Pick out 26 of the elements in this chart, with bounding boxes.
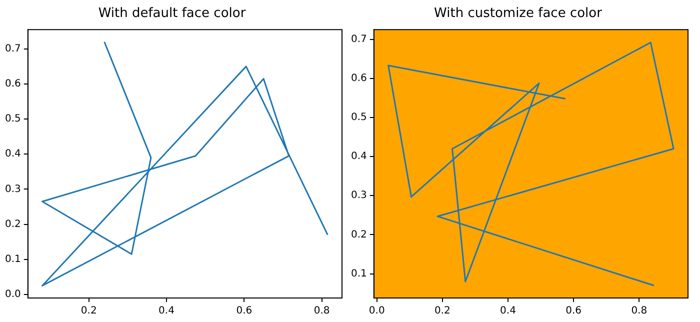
y-tick-label: 0.5: [4, 114, 21, 125]
y-tick-label: 0.7: [4, 43, 21, 54]
y-tick-label: 0.0: [4, 289, 21, 300]
y-tick-label: 0.1: [4, 254, 21, 265]
x-tick-label: 0.2: [434, 306, 450, 317]
x-tick-label: 0.6: [566, 306, 582, 317]
x-tick-label: 0.8: [314, 306, 330, 317]
y-tick-label: 0.2: [350, 229, 367, 240]
y-tick-label: 0.3: [350, 190, 367, 202]
y-tick-label: 0.6: [350, 73, 367, 84]
y-tick-label: 0.4: [4, 148, 21, 160]
y-tick-label: 0.1: [350, 268, 367, 280]
x-tick-label: 0.4: [158, 306, 174, 317]
y-tick-label: 0.6: [4, 78, 21, 90]
y-tick-label: 0.5: [350, 112, 367, 124]
chart-title: With customize face color: [434, 6, 603, 22]
x-tick-label: 0.8: [631, 306, 648, 317]
x-tick-label: 0.0: [368, 306, 385, 317]
x-tick-label: 0.2: [80, 306, 97, 317]
x-tick-label: 0.6: [236, 306, 252, 317]
y-tick-label: 0.7: [350, 34, 367, 45]
y-tick-label: 0.4: [350, 151, 367, 162]
y-tick-label: 0.2: [4, 218, 21, 230]
x-tick-label: 0.4: [500, 306, 516, 317]
y-tick-label: 0.3: [4, 184, 21, 195]
chart-title: With default face color: [98, 6, 246, 22]
